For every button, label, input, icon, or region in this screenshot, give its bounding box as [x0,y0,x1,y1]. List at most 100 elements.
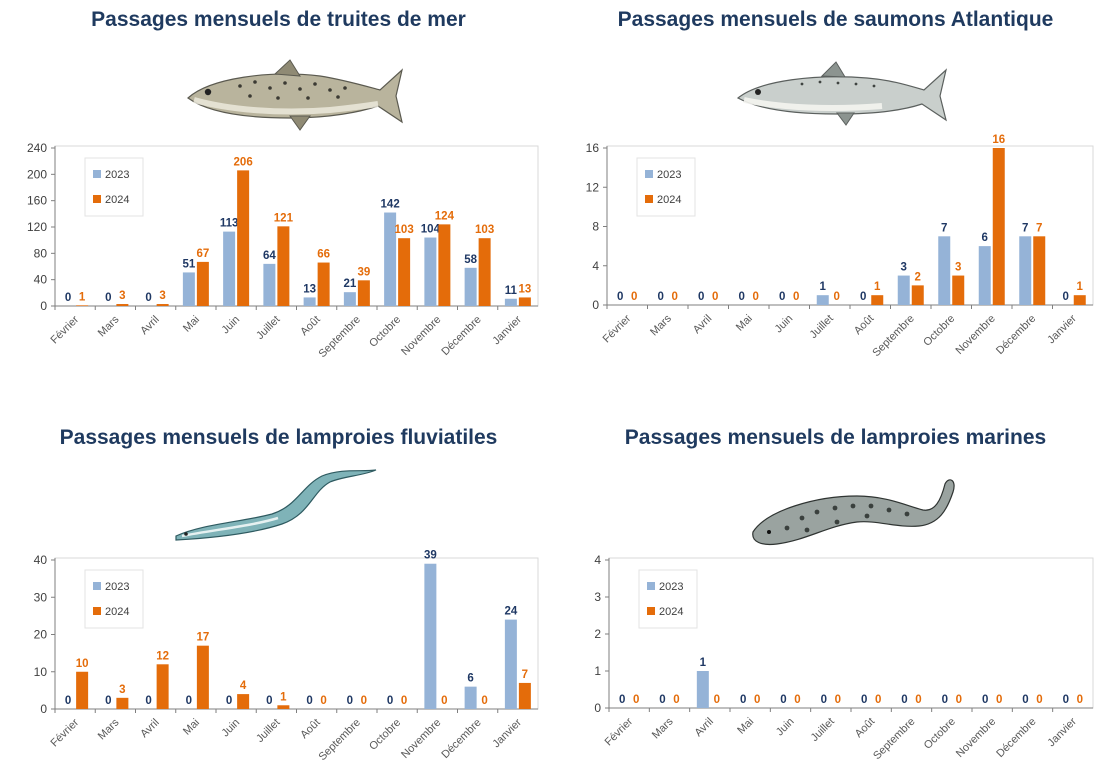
chart-panel-river-lamprey: Passages mensuels de lamproies fluviatil… [0,388,557,776]
data-label-2024: 0 [875,694,881,706]
legend-swatch [93,195,101,203]
x-tick-label: Mai [181,717,202,738]
bar-2024 [116,697,129,709]
river-lamprey-illustration [175,469,377,541]
x-tick-label: Mars [96,313,122,339]
data-label-2023: 7 [1022,222,1028,234]
x-tick-label: Février [603,715,636,748]
y-tick-label: 200 [27,167,47,181]
x-tick-label: Août [298,314,322,338]
data-label-2023: 0 [780,694,786,706]
data-label-2024: 0 [1077,694,1083,706]
y-tick-label: 4 [594,553,601,567]
x-tick-label: Avril [692,716,715,739]
data-label-2024: 124 [435,210,455,222]
data-label-2023: 6 [467,673,473,685]
chart-title: Passages mensuels de truites de mer [91,8,466,31]
bar-2023 [424,563,437,709]
bar-2024 [478,238,491,306]
data-label-2024: 4 [240,680,247,692]
x-tick-label: Juillet [254,314,282,342]
y-tick-label: 10 [34,665,48,679]
bar-2024 [116,304,129,306]
data-label-2023: 0 [860,291,866,303]
data-label-2024: 103 [395,224,414,236]
bar-2024 [518,297,531,306]
data-label-2024: 1 [874,281,881,293]
x-tick-label: Août [853,716,877,740]
y-tick-label: 0 [40,299,47,313]
y-tick-label: 3 [594,590,601,604]
data-label-2023: 0 [226,695,232,707]
chart-title: Passages mensuels de lamproies fluviatil… [59,426,498,449]
data-label-2024: 66 [317,249,330,261]
data-label-2024: 0 [631,291,637,303]
legend-box [636,157,696,217]
data-label-2023: 0 [698,291,704,303]
y-tick-label: 20 [34,628,48,642]
data-label-2024: 67 [196,248,209,260]
bar-2024 [76,671,89,709]
data-label-2023: 58 [464,254,477,266]
data-label-2024: 0 [753,291,759,303]
data-label-2023: 51 [182,258,195,270]
data-label-2024: 10 [76,658,89,670]
bar-2024 [1033,236,1046,305]
x-tick-label: Février [49,313,82,346]
legend-swatch [647,582,655,590]
data-label-2023: 21 [343,278,356,290]
data-label-2024: 0 [835,694,841,706]
data-label-2024: 2 [915,271,921,283]
y-tick-label: 0 [594,701,601,715]
x-tick-label: Mars [648,312,674,338]
legend-swatch [93,170,101,178]
data-label-2024: 0 [672,291,678,303]
bar-2024 [76,305,89,306]
x-tick-label: Novembre [954,716,998,760]
bar-2023 [182,272,195,306]
legend-box [638,569,698,629]
data-label-2023: 0 [1063,291,1069,303]
bar-2023 [504,298,517,306]
bar-2023 [978,246,991,305]
sea-lamprey-illustration [752,479,955,546]
y-tick-label: 16 [586,141,600,155]
data-label-2023: 64 [263,250,276,262]
bar-2024 [156,664,169,709]
data-label-2024: 17 [196,632,209,644]
y-tick-label: 0 [592,298,599,312]
bar-2023 [938,236,951,305]
y-tick-label: 240 [27,141,47,155]
x-tick-label: Juillet [254,717,282,745]
x-tick-label: Décembre [994,716,1038,760]
data-label-2023: 0 [145,695,151,707]
data-label-2023: 0 [617,291,623,303]
x-tick-label: Mai [181,314,202,335]
x-tick-label: Mars [96,716,122,742]
data-label-2023: 0 [1063,694,1069,706]
y-tick-label: 8 [592,220,599,234]
legend-swatch [93,582,101,590]
bar-2023 [504,619,517,709]
data-label-2024: 0 [401,695,407,707]
bar-2023 [897,275,910,305]
legend-label: 2023 [657,169,681,181]
legend-swatch [645,170,653,178]
bar-2023 [223,231,236,306]
data-label-2023: 0 [266,695,272,707]
data-label-2023: 3 [901,262,907,274]
bar-2024 [317,262,330,306]
x-tick-label: Août [298,717,322,741]
bar-2024 [992,148,1005,305]
x-tick-label: Septembre [870,313,917,360]
data-label-2024: 7 [522,669,528,681]
y-tick-label: 1 [594,664,601,678]
bar-2023 [263,263,276,306]
data-label-2024: 0 [996,694,1002,706]
bar-2024 [196,261,209,306]
chart-panel-atlantic-salmon: Passages mensuels de saumons Atlantique … [557,0,1114,388]
x-tick-label: Septembre [871,716,918,763]
y-tick-label: 0 [40,702,47,716]
